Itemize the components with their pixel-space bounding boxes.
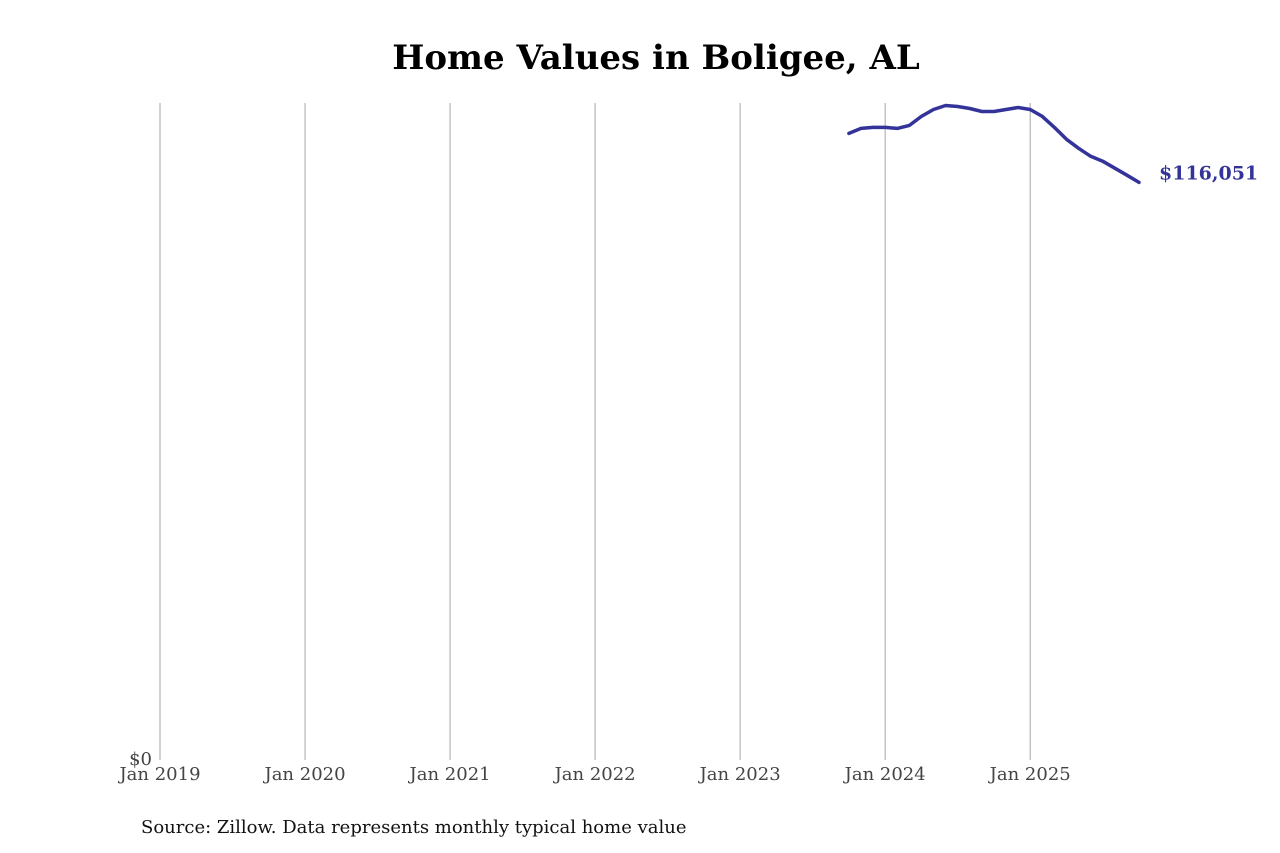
x-tick-label: Jan 2023 [698,764,781,785]
chart-title: Home Values in Boligee, AL [392,38,920,78]
x-tick-label: Jan 2021 [408,764,491,785]
x-tick-label: Jan 2019 [117,764,200,785]
x-tick-label: Jan 2022 [553,764,636,785]
y-tick-label: $0 [129,749,152,770]
x-tick-label: Jan 2025 [988,764,1071,785]
value-label: $116,051 [1159,162,1258,184]
x-tick-label: Jan 2020 [262,764,345,785]
source-note: Source: Zillow. Data represents monthly … [141,817,687,838]
line [847,103,1141,185]
x-tick-label: Jan 2024 [843,764,926,785]
